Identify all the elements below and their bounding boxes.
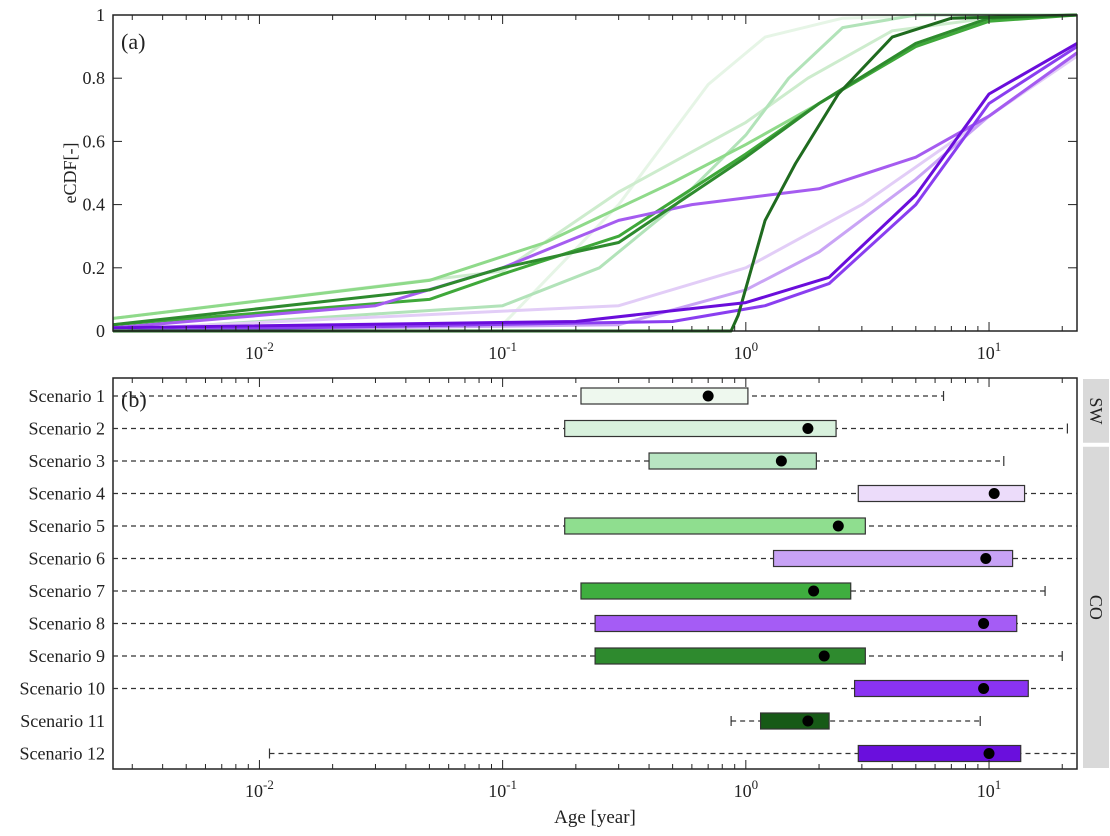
scenario-label: Scenario 2 bbox=[29, 419, 105, 439]
panel-b-x-tick-label: 100 bbox=[734, 777, 759, 801]
group-label: SW bbox=[1086, 397, 1106, 424]
y-tick-label: 0.2 bbox=[83, 258, 106, 278]
box-6 bbox=[772, 549, 1014, 568]
x-axis-label: Age [year] bbox=[554, 807, 636, 828]
panel-a-label: (a) bbox=[121, 29, 145, 54]
ecdf-line-2 bbox=[112, 13, 1078, 320]
median-dot bbox=[818, 650, 830, 662]
ecdf-line-3 bbox=[112, 13, 1077, 333]
scenario-label: Scenario 1 bbox=[29, 386, 105, 406]
box-1 bbox=[580, 387, 749, 405]
median-dot bbox=[988, 488, 1000, 499]
median-dot bbox=[978, 683, 990, 694]
group-strip-co bbox=[1081, 444, 1110, 770]
panel-b-frame bbox=[112, 377, 1078, 770]
median-dot bbox=[832, 520, 844, 532]
scenario-label: Scenario 11 bbox=[20, 711, 105, 731]
y-tick-label: 0 bbox=[96, 321, 105, 341]
median-dot bbox=[802, 715, 814, 727]
panel-b-x-tick-label: 101 bbox=[977, 777, 1002, 801]
scenario-label: Scenario 3 bbox=[29, 451, 105, 471]
box-9 bbox=[594, 647, 866, 665]
ecdf-line-11 bbox=[113, 13, 1078, 333]
box-4 bbox=[857, 484, 1026, 503]
box-7 bbox=[580, 582, 852, 600]
box-8 bbox=[594, 614, 1018, 633]
group-label: CO bbox=[1086, 595, 1106, 620]
scenario-label: Scenario 5 bbox=[29, 516, 105, 536]
box-11 bbox=[759, 712, 830, 730]
panel-b-boxplot: Scenario 1 Scenario 2 Scenario 3 Scenario 4… bbox=[20, 377, 1110, 828]
ecdf-line-12 bbox=[112, 42, 1078, 330]
ecdf-line-7 bbox=[112, 13, 1078, 327]
scenario-label: Scenario 10 bbox=[20, 679, 105, 699]
median-dot bbox=[802, 423, 814, 434]
ecdf-line-6 bbox=[112, 51, 1078, 333]
box-3 bbox=[648, 452, 817, 470]
group-strip-sw bbox=[1081, 377, 1110, 445]
y-tick-label: 0.4 bbox=[83, 195, 106, 215]
box-5 bbox=[564, 517, 866, 535]
median-dot bbox=[808, 585, 820, 597]
panel-a-frame bbox=[112, 14, 1078, 332]
median-dot bbox=[983, 748, 995, 759]
y-tick-label: 0.8 bbox=[83, 68, 106, 88]
ecdf-line-4 bbox=[112, 54, 1078, 331]
y-axis-label: eCDF[-] bbox=[60, 143, 80, 204]
box-2 bbox=[564, 419, 837, 438]
scenario-label: Scenario 4 bbox=[29, 484, 105, 504]
panel-b-x-tick-label: 10-2 bbox=[245, 777, 274, 801]
y-tick-label: 1 bbox=[96, 5, 105, 25]
scenario-label: Scenario 6 bbox=[29, 549, 105, 569]
median-dot bbox=[775, 455, 787, 467]
ecdf-line-8 bbox=[112, 51, 1078, 330]
y-tick-label: 0.6 bbox=[83, 131, 106, 151]
ecdf-line-10 bbox=[112, 45, 1078, 333]
panel-a-ecdf-plot: 0 0.2 0.4 0.6 0.8 1 10-2 10-1 100 101 eCDF[-] (a) bbox=[60, 5, 1078, 363]
median-dot bbox=[978, 618, 990, 629]
panel-a-x-tick-label: 10-2 bbox=[245, 339, 274, 363]
median-dot bbox=[702, 390, 714, 402]
panel-a-x-tick-label: 10-1 bbox=[488, 339, 517, 363]
ecdf-line-9 bbox=[112, 13, 1078, 327]
panel-b-label: (b) bbox=[121, 387, 147, 412]
panel-b-x-tick-label: 10-1 bbox=[488, 777, 517, 801]
box-12 bbox=[857, 744, 1022, 763]
box-10 bbox=[853, 679, 1029, 698]
scenario-label: Scenario 9 bbox=[29, 646, 105, 666]
scenario-label: Scenario 7 bbox=[29, 581, 105, 601]
scenario-label: Scenario 12 bbox=[20, 744, 105, 764]
median-dot bbox=[980, 553, 992, 564]
scenario-label: Scenario 8 bbox=[29, 614, 105, 634]
panel-a-x-tick-label: 100 bbox=[734, 339, 759, 363]
panel-a-x-tick-label: 101 bbox=[977, 339, 1002, 363]
